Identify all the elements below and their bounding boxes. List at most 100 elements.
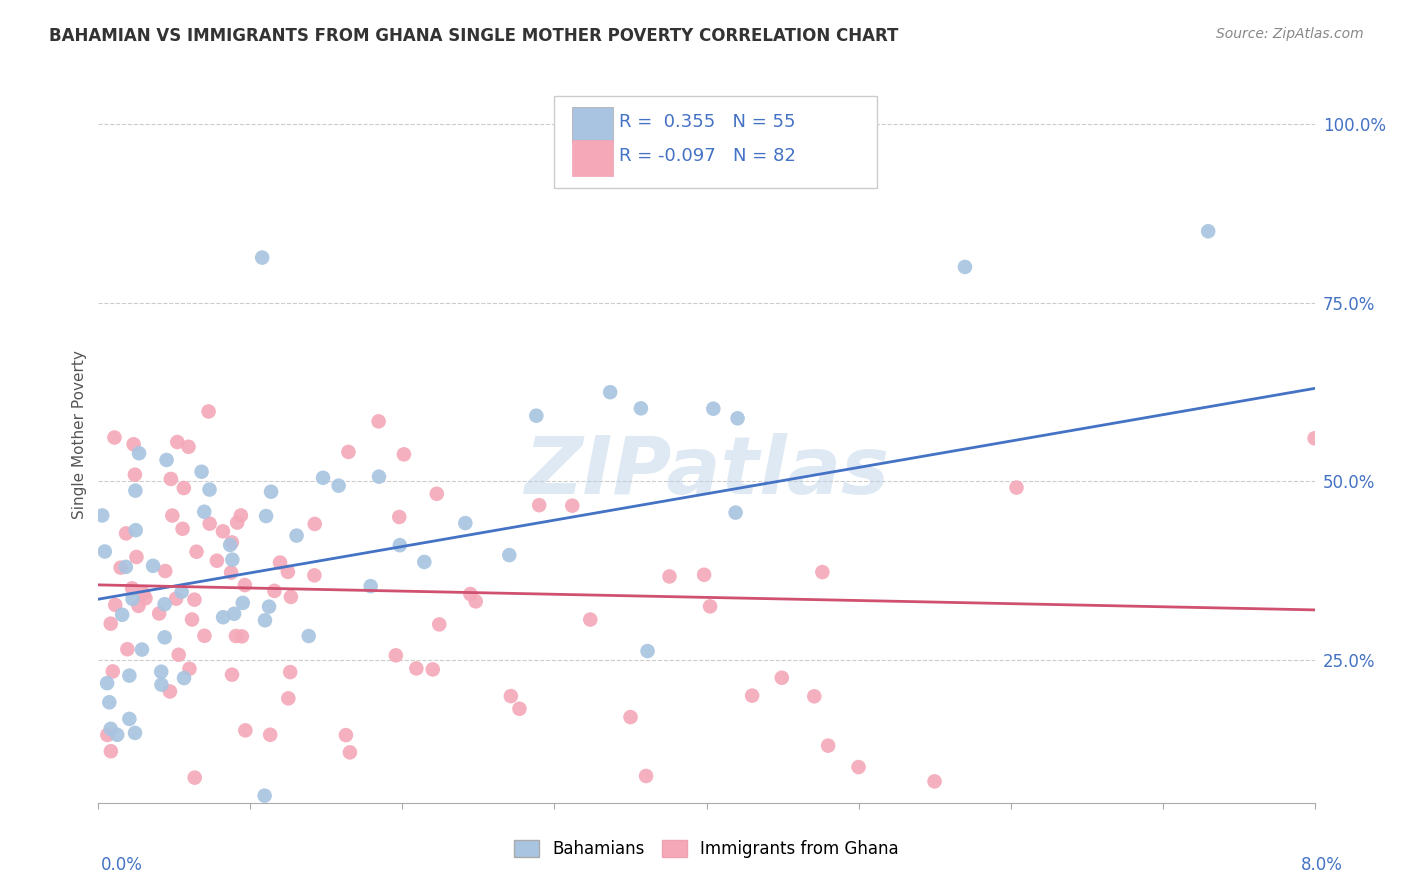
Point <box>285 528 308 542</box>
Point <box>953 260 976 274</box>
Point <box>101 665 124 679</box>
Point <box>121 582 143 596</box>
Point <box>96 676 118 690</box>
Point <box>205 554 228 568</box>
Point <box>405 661 427 675</box>
Point <box>263 583 285 598</box>
Point <box>155 564 177 578</box>
Point <box>173 481 195 495</box>
Point <box>193 505 215 519</box>
Point <box>219 566 242 580</box>
Point <box>637 644 659 658</box>
Point <box>124 467 146 482</box>
Point <box>924 774 946 789</box>
Point <box>385 648 408 663</box>
Point <box>159 684 181 698</box>
Point <box>1303 431 1326 445</box>
Point <box>253 789 276 803</box>
Point <box>121 591 143 606</box>
Point <box>94 544 117 558</box>
Text: 8.0%: 8.0% <box>1301 855 1343 873</box>
Point <box>153 597 176 611</box>
Point <box>167 648 190 662</box>
Point <box>280 590 302 604</box>
Point <box>233 578 256 592</box>
FancyBboxPatch shape <box>571 140 613 176</box>
Point <box>104 598 127 612</box>
Point <box>803 690 825 704</box>
Point <box>524 409 547 423</box>
Point <box>177 440 200 454</box>
Point <box>388 510 411 524</box>
Point <box>724 506 747 520</box>
Legend: Bahamians, Immigrants from Ghana: Bahamians, Immigrants from Ghana <box>508 833 905 864</box>
Point <box>817 739 839 753</box>
Point <box>179 662 201 676</box>
Point <box>115 526 138 541</box>
Point <box>235 723 257 738</box>
Point <box>197 404 219 418</box>
Point <box>848 760 870 774</box>
Point <box>193 629 215 643</box>
Point <box>257 599 280 614</box>
Point <box>162 508 184 523</box>
Point <box>259 728 281 742</box>
Point <box>190 465 212 479</box>
Point <box>100 744 122 758</box>
Point <box>221 552 243 566</box>
Point <box>630 401 652 416</box>
Point <box>118 712 141 726</box>
Point <box>186 545 208 559</box>
Point <box>166 435 188 450</box>
Point <box>198 483 221 497</box>
FancyBboxPatch shape <box>554 96 877 188</box>
Point <box>454 516 477 530</box>
Point <box>131 642 153 657</box>
Point <box>219 538 242 552</box>
Point <box>636 769 658 783</box>
Point <box>328 478 350 492</box>
Point <box>427 617 450 632</box>
Point <box>460 587 482 601</box>
Point <box>224 607 246 621</box>
Point <box>128 599 150 613</box>
Point <box>153 630 176 644</box>
Point <box>1005 481 1028 495</box>
Point <box>277 565 299 579</box>
Point <box>498 548 520 562</box>
Point <box>260 484 283 499</box>
Point <box>499 689 522 703</box>
Point <box>128 446 150 460</box>
Point <box>124 483 146 498</box>
Point <box>124 726 146 740</box>
Point <box>464 594 486 608</box>
Point <box>221 667 243 681</box>
Point <box>212 524 235 539</box>
Point <box>368 469 391 483</box>
Point <box>103 430 125 444</box>
Point <box>170 584 193 599</box>
Point <box>125 549 148 564</box>
FancyBboxPatch shape <box>571 107 613 142</box>
Point <box>619 710 641 724</box>
Text: R = -0.097   N = 82: R = -0.097 N = 82 <box>619 147 796 165</box>
Point <box>253 613 276 627</box>
Point <box>693 567 716 582</box>
Point <box>122 437 145 451</box>
Point <box>125 523 148 537</box>
Point <box>150 678 173 692</box>
Point <box>254 509 277 524</box>
Point <box>392 447 415 461</box>
Point <box>527 498 550 512</box>
Point <box>148 607 170 621</box>
Point <box>605 138 627 153</box>
Point <box>142 558 165 573</box>
Text: R =  0.355   N = 55: R = 0.355 N = 55 <box>619 113 796 131</box>
Point <box>277 691 299 706</box>
Point <box>98 695 121 709</box>
Point <box>229 508 252 523</box>
Point <box>134 591 156 606</box>
Point <box>360 579 382 593</box>
Point <box>110 560 132 574</box>
Point <box>100 616 122 631</box>
